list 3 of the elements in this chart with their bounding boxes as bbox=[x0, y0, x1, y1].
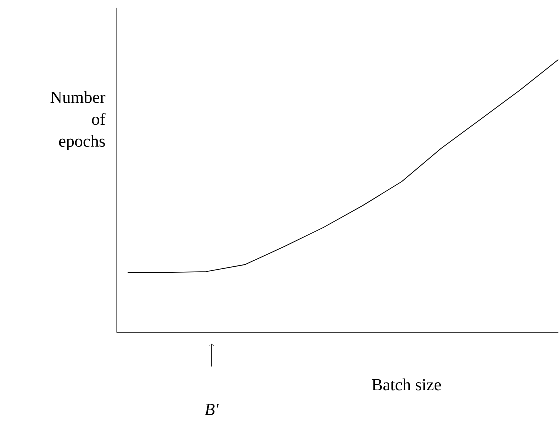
y-axis-title: Number of epochs bbox=[50, 91, 106, 151]
x-axis-title: Batch size bbox=[372, 378, 442, 391]
text: B′ bbox=[204, 404, 220, 416]
